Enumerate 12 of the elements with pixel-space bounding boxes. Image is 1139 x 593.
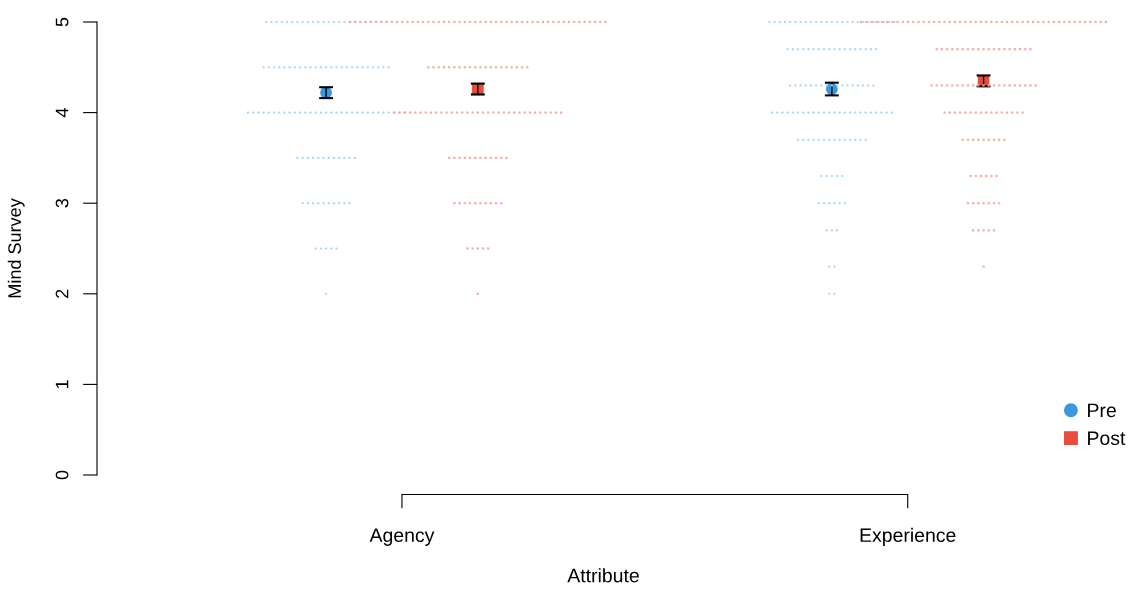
- legend-label: Post: [1088, 431, 1126, 446]
- y-tick-label: 4: [55, 108, 69, 118]
- y-tick-label: 2: [55, 289, 69, 298]
- x-axis-title: Attribute: [567, 568, 639, 583]
- y-tick-label: 1: [55, 380, 69, 389]
- x-tick-label: Experience: [860, 527, 956, 546]
- y-tick-label: 0: [55, 470, 69, 480]
- x-tick-label: Agency: [369, 528, 435, 546]
- y-tick-label: 3: [55, 198, 69, 208]
- y-tick-label: 5: [55, 17, 69, 27]
- legend-label: Pre: [1088, 403, 1116, 418]
- y-axis-title: Mind Survey: [7, 198, 25, 298]
